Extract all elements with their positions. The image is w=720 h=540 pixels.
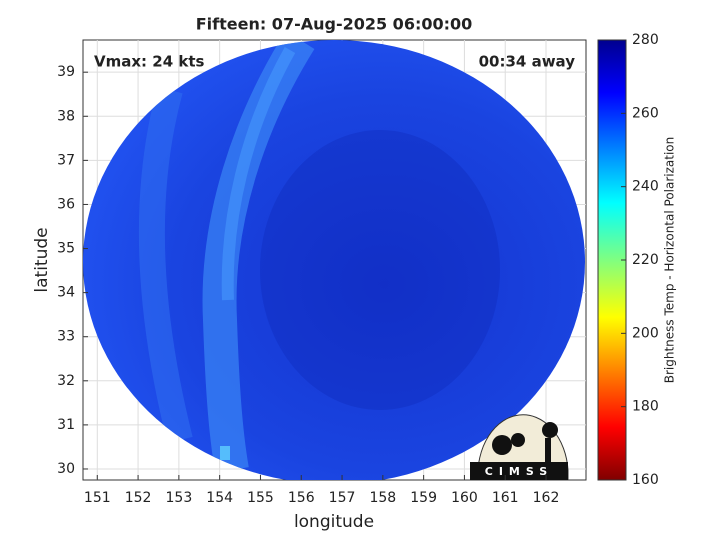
logo-text: CIMSS: [485, 465, 553, 478]
colorbar-tick-label: 200: [632, 325, 659, 341]
y-tick-label: 36: [57, 196, 75, 212]
x-tick-label: 160: [451, 490, 478, 506]
colorbar-tick-label: 160: [632, 472, 659, 488]
y-axis-label: latitude: [32, 227, 52, 292]
x-tick-label: 161: [492, 490, 519, 506]
x-tick-label: 158: [369, 490, 396, 506]
x-tick-label: 155: [247, 490, 274, 506]
y-tick-label: 33: [57, 329, 75, 345]
colorbar-tick-label: 220: [632, 252, 659, 268]
y-tick-label: 31: [57, 417, 75, 433]
x-tick-label: 162: [533, 490, 560, 506]
colorbar-tick-label: 260: [632, 105, 659, 121]
x-tick-label: 154: [206, 490, 233, 506]
y-tick-label: 39: [57, 64, 75, 80]
y-tick-label: 37: [57, 152, 75, 168]
y-tick-label: 35: [57, 241, 75, 257]
x-tick-label: 151: [84, 490, 111, 506]
x-axis-label: longitude: [294, 512, 374, 532]
y-tick-label: 38: [57, 108, 75, 124]
x-tick-label: 152: [125, 490, 152, 506]
colorbar-tick-label: 280: [632, 32, 659, 48]
colorbar-tick-label: 240: [632, 179, 659, 195]
x-tick-label: 159: [410, 490, 437, 506]
colorbar-tick-label: 180: [632, 399, 659, 415]
time-annotation: 00:34 away: [479, 53, 576, 71]
x-tick-label: 157: [329, 490, 356, 506]
colorbar-label: Brightness Temp - Horizontal Polarizatio…: [663, 137, 677, 384]
y-tick-label: 32: [57, 373, 75, 389]
y-tick-label: 34: [57, 285, 75, 301]
cimss-logo: CIMSS: [470, 414, 569, 481]
y-tick-label: 30: [57, 461, 75, 477]
title: Fifteen: 07-Aug-2025 06:00:00: [196, 15, 473, 34]
vmax-annotation: Vmax: 24 kts: [94, 53, 204, 71]
x-tick-label: 156: [288, 490, 315, 506]
x-tick-label: 153: [166, 490, 193, 506]
satellite-image: [83, 40, 585, 480]
